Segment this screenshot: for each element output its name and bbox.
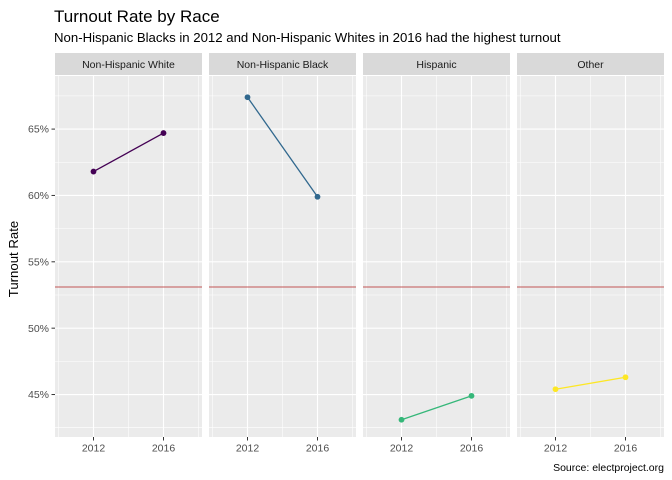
facet-strip-label: Hispanic xyxy=(416,59,456,71)
facet-strip-label: Non-Hispanic White xyxy=(82,59,175,71)
data-point xyxy=(468,392,475,399)
facet-panel: Hispanic 2012 2016 xyxy=(363,53,510,455)
data-point xyxy=(90,168,97,175)
x-tick-label: 2016 xyxy=(614,443,638,455)
data-point xyxy=(622,374,629,381)
series-line xyxy=(93,132,164,173)
x-tick-label: 2016 xyxy=(306,443,330,455)
facet-panel: Non-Hispanic White 2012 2016 xyxy=(55,53,202,455)
y-tick-label: 60% xyxy=(28,190,49,202)
facet-strip xyxy=(209,53,356,75)
facet-strip-label: Non-Hispanic Black xyxy=(237,59,329,71)
series-line xyxy=(555,376,626,390)
series-line xyxy=(401,395,472,421)
y-tick-label: 55% xyxy=(28,256,49,268)
x-tick-label: 2012 xyxy=(390,443,414,455)
data-point xyxy=(314,193,321,200)
data-point xyxy=(398,416,405,423)
facet-strip xyxy=(363,53,510,75)
facet-panel: Non-Hispanic Black 2012 2016 xyxy=(209,53,356,455)
chart-caption: Source: electproject.org xyxy=(553,462,664,474)
y-tick-label: 65% xyxy=(28,124,49,136)
x-tick-label: 2012 xyxy=(236,443,260,455)
facet-panel: Other 2012 2016 xyxy=(517,53,664,455)
series-line xyxy=(246,96,319,198)
facet-strip xyxy=(55,53,202,75)
y-tick-label: 45% xyxy=(28,389,49,401)
facet-strip xyxy=(517,53,664,75)
x-tick-label: 2016 xyxy=(152,443,176,455)
y-tick-label: 50% xyxy=(28,323,49,335)
y-axis: 45% 50% 55% 60% 65% xyxy=(28,124,55,401)
y-axis-title: Turnout Rate xyxy=(6,221,21,297)
x-tick-label: 2016 xyxy=(460,443,484,455)
facet-strip-label: Other xyxy=(577,59,604,71)
data-point xyxy=(160,130,167,136)
chart-title: Turnout Rate by Race xyxy=(54,7,220,26)
data-point xyxy=(244,94,251,101)
data-point xyxy=(552,386,559,393)
x-tick-label: 2012 xyxy=(544,443,568,455)
chart-subtitle: Non-Hispanic Blacks in 2012 and Non-Hisp… xyxy=(54,30,561,45)
x-tick-label: 2012 xyxy=(82,443,106,455)
